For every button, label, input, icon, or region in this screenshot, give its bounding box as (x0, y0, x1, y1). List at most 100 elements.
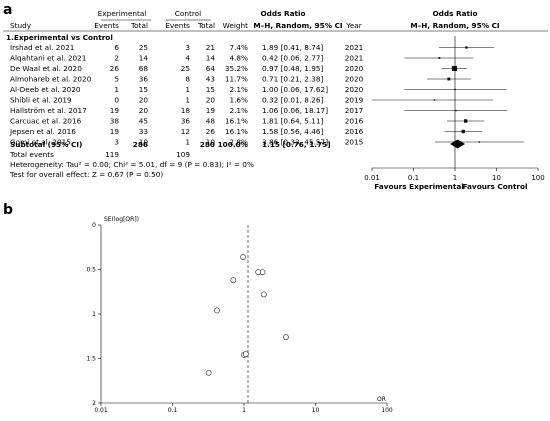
study-row: De Waal et al. 2020 26 68 25 64 35.2% 0.97 [0.… (10, 64, 468, 73)
study-or: 0.97 [0.48, 1.95] (262, 64, 324, 73)
study-name: Alqahtani et al. 2021 (10, 54, 86, 63)
study-or: 1.89 [0.41, 8.74] (262, 43, 324, 52)
study-row: Al-Deeb et al. 2020 1 15 1 15 2.1% 1.00 [0.06,… (10, 85, 507, 94)
study-row: Jepsen et al. 2016 19 33 12 26 16.1% 1.58 [0.5… (9, 127, 482, 136)
study-weight: 16.1% (225, 127, 248, 136)
header-weight: Weight (223, 21, 249, 30)
funnel-point (230, 277, 237, 284)
funnel-y-tick-label: 0.5 (86, 267, 96, 274)
study-or: 1.81 [0.64, 5.11] (262, 117, 324, 126)
exp-total: 14 (139, 54, 149, 63)
study-year: 2020 (345, 75, 364, 84)
ctl-events: 4 (185, 54, 190, 63)
forest-tick-label: 0.1 (408, 174, 419, 182)
funnel-y-tick-label: 1.5 (86, 356, 96, 363)
funnel-x-tick-label: 1 (242, 407, 246, 414)
ctl-total: 43 (206, 75, 216, 84)
funnel-point (260, 291, 267, 298)
study-row: Carcuac et al. 2016 38 45 36 48 16.1% 1.81 [0.… (10, 117, 485, 126)
study-or-marker (455, 109, 457, 112)
exp-events: 2 (114, 54, 119, 63)
funnel-y-label: SE(log[OR]) (104, 216, 139, 223)
study-year: 2019 (345, 96, 364, 105)
header-odds-ratio: Odds Ratio (260, 9, 305, 18)
panel-b-label: b (3, 202, 13, 218)
study-name: Gomi et al. 2015 (10, 138, 71, 147)
subtotal-diamond (450, 139, 466, 149)
study-name: Almohareb et al. 2020 (10, 75, 92, 84)
study-or: 1.06 [0.06, 18.17] (262, 106, 328, 115)
ctl-events: 18 (181, 106, 191, 115)
favours-control: Favours Control (462, 182, 527, 191)
study-row: Almohareb et al. 2020 5 36 8 43 11.7% 0.71 [0.… (10, 75, 471, 84)
study-row: Alqahtani et al. 2021 2 14 4 14 4.8% 0.42 [0.0… (10, 54, 474, 63)
study-weight: 16.1% (225, 117, 248, 126)
study-weight: 7.4% (229, 43, 248, 52)
study-or-marker (465, 46, 468, 49)
study-weight: 1.6% (229, 96, 248, 105)
exp-total: 25 (139, 43, 148, 52)
ctl-total: 14 (206, 54, 216, 63)
study-or-marker (433, 99, 436, 101)
study-or-marker (463, 119, 468, 123)
header-plot-method: M–H, Random, 95% CI (410, 21, 500, 30)
forest-tick-label: 0.01 (364, 174, 380, 182)
subgroup-label: 1.Experimental vs Control (6, 33, 113, 42)
ctl-total: 21 (206, 43, 215, 52)
total-events-exp: 119 (105, 150, 119, 159)
study-or-marker (447, 77, 451, 81)
study-year: 2016 (345, 117, 364, 126)
exp-events: 38 (110, 117, 120, 126)
exp-total: 33 (139, 127, 149, 136)
study-or: 1.58 [0.56, 4.46] (262, 127, 324, 136)
study-row: Shibli et al. 2019 0 20 1 20 1.6% 0.32 [0.01, … (10, 96, 494, 105)
funnel-x-label: OR (377, 396, 386, 403)
study-year: 2016 (345, 127, 364, 136)
exp-events: 6 (114, 43, 119, 52)
study-or-marker (478, 141, 481, 143)
funnel-point (240, 254, 246, 260)
favours-experimental: Favours Experimental (374, 182, 464, 191)
subtotal-weight: 100.0% (218, 140, 249, 149)
funnel-point (214, 307, 220, 314)
study-name: Carcuac et al. 2016 (10, 117, 82, 126)
panel-a-label: a (3, 2, 12, 18)
study-year: 2017 (345, 106, 364, 115)
ctl-total: 15 (206, 85, 215, 94)
forest-tick-label: 10 (492, 174, 501, 182)
header-study: Study (10, 21, 32, 30)
study-year: 2021 (345, 43, 364, 52)
study-year: 2015 (345, 138, 364, 147)
subtotal-or: 1.15 [0.76, 1.75] (262, 140, 331, 149)
exp-total: 36 (139, 75, 149, 84)
forest-rows: Irshad et al. 2021 6 25 3 21 7.4% 1.89 [0.41, … (9, 43, 524, 149)
study-or: 3.86 [0.33, 45.57] (262, 138, 328, 147)
ctl-events: 1 (185, 96, 190, 105)
study-name: Irshad et al. 2021 (10, 43, 74, 52)
ctl-events: 1 (185, 138, 190, 147)
ctl-total: 26 (206, 127, 216, 136)
header-ctl-events: Events (165, 21, 190, 30)
study-name: Al-Deeb et al. 2020 (10, 85, 81, 94)
exp-total: 20 (139, 96, 149, 105)
exp-events: 1 (114, 85, 119, 94)
ctl-events: 3 (185, 43, 190, 52)
study-or: 0.32 [0.01, 8.26] (262, 96, 324, 105)
study-weight: 2.1% (229, 85, 248, 94)
ctl-events: 36 (181, 117, 191, 126)
study-year: 2020 (345, 64, 364, 73)
heterogeneity-text: Heterogeneity: Tau² = 0.00; Chi² = 5.01,… (10, 160, 254, 169)
study-or-marker (438, 57, 441, 59)
forest-tick-label: 100 (531, 174, 544, 182)
exp-total: 15 (139, 85, 148, 94)
total-events-label: Total events (9, 150, 54, 159)
funnel-y-tick-label: 0 (92, 222, 96, 229)
forest-plot-panel: a Experimental Control Odds Ratio Odds R… (3, 2, 548, 191)
header-ctl-total: Total (197, 21, 215, 30)
subtotal-ctl-total: 280 (200, 140, 215, 149)
funnel-point (255, 269, 262, 276)
forest-axis-ticks: 0.01 0.1 1 10 100 (364, 168, 545, 182)
header-exp-total: Total (130, 21, 148, 30)
overall-effect-text: Test for overall effect: Z = 0.67 (P = 0… (9, 170, 163, 179)
exp-events: 19 (110, 106, 120, 115)
